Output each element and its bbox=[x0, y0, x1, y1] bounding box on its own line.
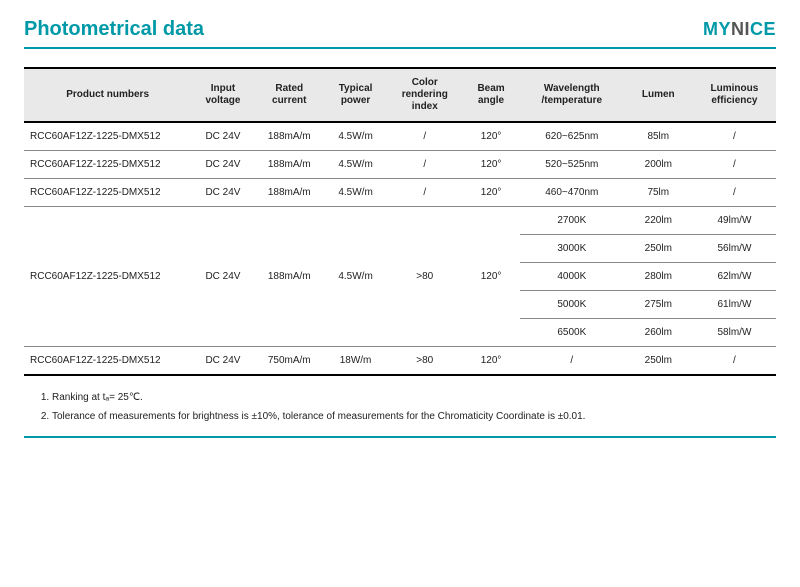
cell-le: / bbox=[693, 151, 776, 179]
cell-ba: 120° bbox=[462, 207, 520, 347]
cell-cri: >80 bbox=[387, 207, 462, 347]
cell-wt: 6500K bbox=[520, 319, 624, 347]
cell-wt: 520~525nm bbox=[520, 151, 624, 179]
cell-tp: 4.5W/m bbox=[324, 179, 387, 207]
cell-wt: 5000K bbox=[520, 291, 624, 319]
cell-pn: RCC60AF12Z-1225-DMX512 bbox=[24, 151, 191, 179]
cell-wt: 2700K bbox=[520, 207, 624, 235]
cell-cri: >80 bbox=[387, 347, 462, 376]
cell-rc: 750mA/m bbox=[255, 347, 324, 376]
cell-lm: 275lm bbox=[624, 291, 693, 319]
table-row-multi: RCC60AF12Z-1225-DMX512 DC 24V 188mA/m 4.… bbox=[24, 207, 776, 235]
cell-le: 56lm/W bbox=[693, 235, 776, 263]
cell-le: 62lm/W bbox=[693, 263, 776, 291]
photometrical-table: Product numbers Input voltage Rated curr… bbox=[24, 67, 776, 376]
col-beam-angle: Beam angle bbox=[462, 68, 520, 122]
cell-pn: RCC60AF12Z-1225-DMX512 bbox=[24, 207, 191, 347]
cell-cri: / bbox=[387, 151, 462, 179]
cell-ba: 120° bbox=[462, 122, 520, 151]
table-row: RCC60AF12Z-1225-DMX512 DC 24V 188mA/m 4.… bbox=[24, 122, 776, 151]
cell-pn: RCC60AF12Z-1225-DMX512 bbox=[24, 347, 191, 376]
cell-rc: 188mA/m bbox=[255, 179, 324, 207]
cell-wt: 460~470nm bbox=[520, 179, 624, 207]
col-wavelength-temp: Wavelength /temperature bbox=[520, 68, 624, 122]
cell-lm: 280lm bbox=[624, 263, 693, 291]
col-input-voltage: Input voltage bbox=[191, 68, 254, 122]
cell-lm: 260lm bbox=[624, 319, 693, 347]
table-row: RCC60AF12Z-1225-DMX512 DC 24V 188mA/m 4.… bbox=[24, 151, 776, 179]
cell-tp: 4.5W/m bbox=[324, 151, 387, 179]
cell-iv: DC 24V bbox=[191, 122, 254, 151]
col-luminous-efficiency: Luminous efficiency bbox=[693, 68, 776, 122]
table-row: RCC60AF12Z-1225-DMX512 DC 24V 188mA/m 4.… bbox=[24, 179, 776, 207]
footnotes: Ranking at tₐ= 25℃. Tolerance of measure… bbox=[24, 392, 776, 422]
cell-wt: 3000K bbox=[520, 235, 624, 263]
cell-le: 49lm/W bbox=[693, 207, 776, 235]
cell-le: / bbox=[693, 122, 776, 151]
col-typical-power: Typical power bbox=[324, 68, 387, 122]
cell-iv: DC 24V bbox=[191, 207, 254, 347]
cell-lm: 200lm bbox=[624, 151, 693, 179]
bottom-divider bbox=[24, 436, 776, 438]
cell-le: 58lm/W bbox=[693, 319, 776, 347]
table-header-row: Product numbers Input voltage Rated curr… bbox=[24, 68, 776, 122]
col-lumen: Lumen bbox=[624, 68, 693, 122]
brand-logo: MYNICE bbox=[703, 19, 776, 40]
cell-lm: 75lm bbox=[624, 179, 693, 207]
cell-pn: RCC60AF12Z-1225-DMX512 bbox=[24, 179, 191, 207]
cell-lm: 220lm bbox=[624, 207, 693, 235]
page: Photometrical data MYNICE Product number… bbox=[0, 0, 800, 454]
cell-iv: DC 24V bbox=[191, 347, 254, 376]
cell-le: / bbox=[693, 179, 776, 207]
top-divider bbox=[24, 47, 776, 49]
page-title: Photometrical data bbox=[24, 18, 204, 41]
cell-iv: DC 24V bbox=[191, 151, 254, 179]
cell-ba: 120° bbox=[462, 179, 520, 207]
cell-tp: 18W/m bbox=[324, 347, 387, 376]
cell-cri: / bbox=[387, 122, 462, 151]
cell-wt: 620~625nm bbox=[520, 122, 624, 151]
cell-tp: 4.5W/m bbox=[324, 122, 387, 151]
table-row: RCC60AF12Z-1225-DMX512 DC 24V 750mA/m 18… bbox=[24, 347, 776, 376]
cell-le: 61lm/W bbox=[693, 291, 776, 319]
cell-le: / bbox=[693, 347, 776, 376]
cell-rc: 188mA/m bbox=[255, 122, 324, 151]
cell-lm: 250lm bbox=[624, 235, 693, 263]
cell-pn: RCC60AF12Z-1225-DMX512 bbox=[24, 122, 191, 151]
col-cri: Color rendering index bbox=[387, 68, 462, 122]
footnote-1: Ranking at tₐ= 25℃. bbox=[52, 392, 776, 403]
cell-iv: DC 24V bbox=[191, 179, 254, 207]
cell-tp: 4.5W/m bbox=[324, 207, 387, 347]
cell-rc: 188mA/m bbox=[255, 151, 324, 179]
cell-wt: / bbox=[520, 347, 624, 376]
cell-cri: / bbox=[387, 179, 462, 207]
col-rated-current: Rated current bbox=[255, 68, 324, 122]
cell-wt: 4000K bbox=[520, 263, 624, 291]
col-product-numbers: Product numbers bbox=[24, 68, 191, 122]
cell-ba: 120° bbox=[462, 347, 520, 376]
cell-rc: 188mA/m bbox=[255, 207, 324, 347]
footnote-2: Tolerance of measurements for brightness… bbox=[52, 411, 776, 422]
cell-lm: 250lm bbox=[624, 347, 693, 376]
cell-ba: 120° bbox=[462, 151, 520, 179]
header: Photometrical data MYNICE bbox=[24, 18, 776, 41]
cell-lm: 85lm bbox=[624, 122, 693, 151]
